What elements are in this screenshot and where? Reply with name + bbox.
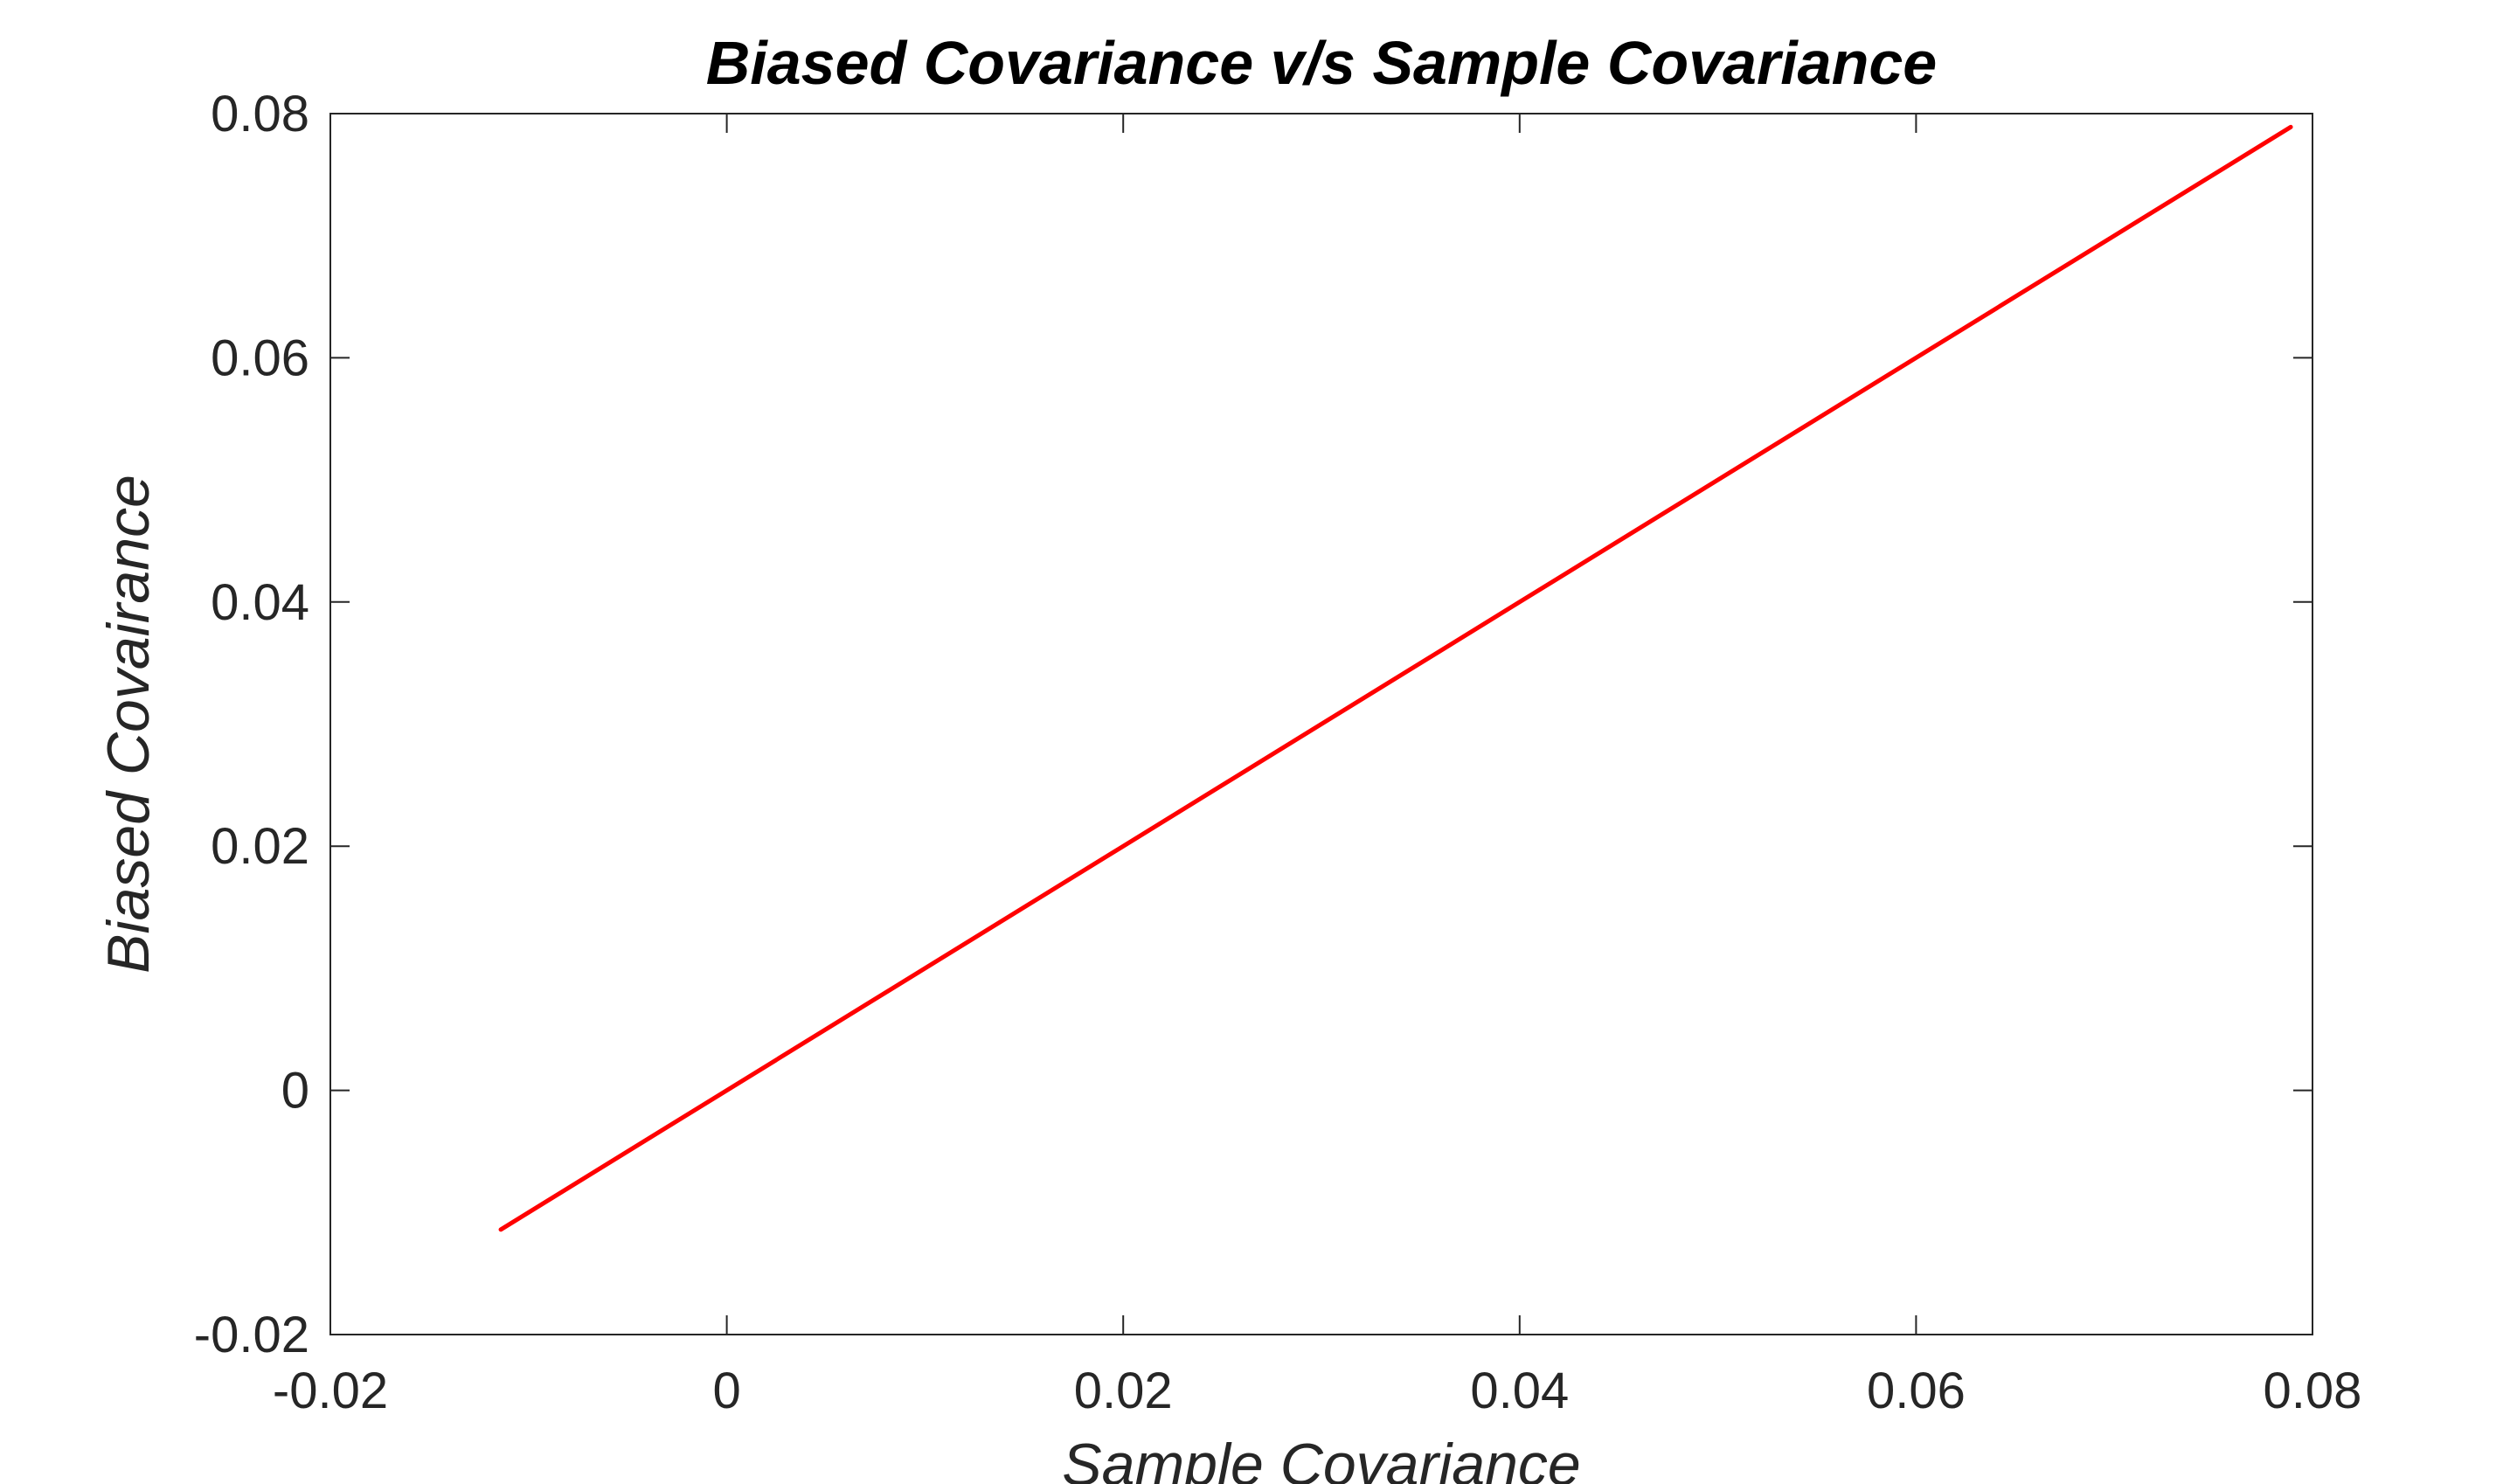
- y-tick-label: 0: [281, 1063, 309, 1120]
- y-tick-labels: -0.02 0 0.02 0.04 0.06 0.08: [194, 86, 309, 1363]
- y-axis-label: Biased Covairance: [95, 475, 162, 974]
- data-series: [498, 124, 2293, 1232]
- y-tick-label: 0.04: [211, 574, 309, 631]
- x-tick-label: 0.02: [1074, 1363, 1173, 1419]
- x-tick-label: 0: [712, 1363, 740, 1419]
- x-tick-label: 0.08: [2264, 1363, 2362, 1419]
- x-tick-labels: -0.02 0 0.02 0.04 0.06 0.08: [273, 1363, 2362, 1419]
- x-tick-label: 0.06: [1867, 1363, 1966, 1419]
- y-tick-label: -0.02: [194, 1307, 309, 1363]
- y-tick-label: 0.02: [211, 818, 309, 875]
- x-axis-label: Sample Covariance: [1062, 1432, 1580, 1484]
- x-tick-label: 0.04: [1470, 1363, 1569, 1419]
- plot-area-frame: [329, 113, 2313, 1335]
- y-tick-label: 0.06: [211, 329, 309, 386]
- series-line: [498, 124, 2293, 1232]
- x-tick-label: -0.02: [273, 1363, 388, 1419]
- y-tick-label: 0.08: [211, 86, 309, 142]
- chart-title: Biased Covariance v/s Sample Covariance: [706, 29, 1937, 97]
